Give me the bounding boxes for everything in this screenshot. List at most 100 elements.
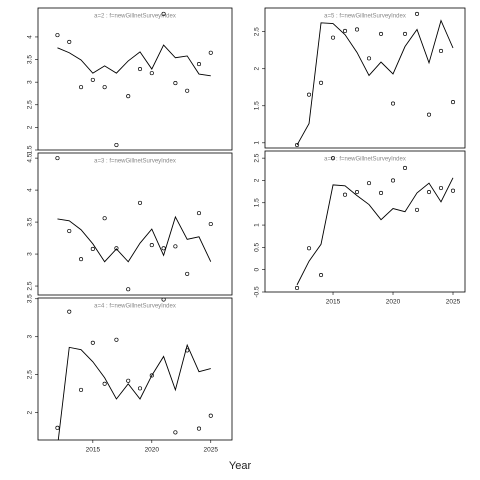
- series-line: [57, 215, 212, 263]
- data-point: [330, 35, 336, 40]
- data-point: [318, 80, 324, 85]
- data-point: [67, 309, 72, 314]
- y-tick-label: 2.5: [27, 100, 34, 109]
- data-point: [378, 31, 384, 36]
- data-point: [330, 156, 336, 161]
- data-point: [78, 387, 84, 392]
- data-point: [90, 77, 95, 82]
- y-tick-label: 2: [27, 410, 34, 414]
- data-point: [114, 246, 119, 251]
- y-tick-label: 2: [254, 178, 261, 182]
- series-line: [296, 19, 454, 146]
- panel-frame: [37, 152, 233, 296]
- data-point: [402, 31, 408, 36]
- series-line: [57, 44, 211, 77]
- data-point: [438, 185, 444, 191]
- data-point: [185, 348, 190, 353]
- data-point: [426, 190, 432, 195]
- y-tick-label: 2: [254, 67, 261, 71]
- data-point: [173, 244, 178, 249]
- series-line: [57, 343, 211, 440]
- data-point: [208, 413, 213, 418]
- data-point: [102, 85, 107, 90]
- y-tick-label: 3: [27, 80, 34, 84]
- data-point: [318, 272, 324, 278]
- data-point: [137, 386, 143, 391]
- y-tick-label: 1.5: [254, 198, 261, 207]
- y-tick-label: 4.5: [27, 153, 34, 162]
- plot-area: [55, 156, 213, 292]
- panel-title: a=5 : f=newGillnetSurveyIndex: [324, 14, 406, 20]
- data-point: [149, 373, 154, 378]
- data-point: [306, 246, 312, 251]
- y-tick-label: -0.5: [254, 286, 261, 298]
- data-point: [390, 101, 396, 106]
- data-point: [414, 11, 420, 16]
- data-point: [438, 48, 444, 54]
- data-point: [149, 71, 154, 76]
- data-point: [354, 190, 360, 195]
- data-point: [196, 211, 202, 216]
- plot-area: [55, 298, 213, 440]
- data-point: [426, 112, 432, 117]
- data-point: [149, 243, 154, 248]
- x-tick-label: 2025: [204, 447, 219, 454]
- x-tick-label: 2025: [446, 299, 461, 306]
- data-point: [102, 216, 107, 221]
- series-line: [296, 177, 454, 286]
- data-point: [185, 271, 190, 276]
- data-point: [342, 28, 348, 34]
- data-point: [102, 381, 107, 386]
- data-point: [414, 207, 420, 212]
- y-tick-label: 0.5: [254, 242, 261, 251]
- data-point: [208, 50, 213, 55]
- data-point: [55, 425, 60, 430]
- data-point: [390, 178, 396, 183]
- data-point: [55, 33, 60, 38]
- data-point: [126, 287, 131, 292]
- y-tick-label: 3.5: [27, 55, 34, 64]
- y-tick-label: 0: [254, 268, 261, 272]
- data-point: [208, 221, 213, 227]
- panel-title: a=4 : f=newGillnetSurveyIndex: [94, 304, 176, 310]
- y-tick-label: 1: [254, 141, 261, 145]
- y-tick-label: 4: [27, 35, 34, 39]
- y-tick-label: 3.5: [27, 294, 34, 303]
- data-point: [161, 246, 166, 251]
- y-tick-label: 1.5: [254, 101, 261, 110]
- data-point: [294, 285, 300, 291]
- data-point: [173, 81, 178, 86]
- y-tick-label: 2.5: [254, 27, 261, 36]
- panel-title: a=6 : f=newGillnetSurveyIndex: [324, 157, 406, 163]
- data-point: [450, 100, 456, 105]
- data-point: [161, 11, 166, 16]
- data-point: [306, 92, 312, 97]
- y-tick-label: 2.5: [27, 281, 34, 290]
- data-point: [137, 200, 143, 205]
- x-tick-label: 2015: [86, 447, 101, 454]
- data-point: [450, 188, 456, 193]
- data-point: [67, 228, 72, 234]
- panel-title: a=3 : f=newGillnetSurveyIndex: [94, 159, 176, 165]
- data-point: [161, 298, 166, 302]
- data-point: [78, 85, 84, 90]
- y-tick-label: 3.5: [27, 217, 34, 226]
- data-point: [366, 56, 372, 61]
- x-tick-label: 2020: [386, 299, 401, 306]
- data-point: [114, 337, 119, 342]
- data-point: [126, 94, 131, 99]
- plot-area: [294, 156, 456, 291]
- data-point: [78, 257, 84, 262]
- data-point: [294, 142, 300, 148]
- panel-frame: [264, 150, 466, 293]
- y-tick-label: 2.5: [254, 153, 261, 162]
- plot-area: [294, 11, 456, 148]
- panel-frame: [37, 7, 233, 151]
- y-tick-label: 3: [27, 252, 34, 256]
- x-axis-label: Year: [229, 460, 252, 472]
- plot-area: [55, 11, 213, 148]
- y-tick-label: 2: [27, 125, 34, 129]
- data-point: [114, 142, 119, 148]
- panel-title: a=2 : f=newGillnetSurveyIndex: [94, 14, 176, 20]
